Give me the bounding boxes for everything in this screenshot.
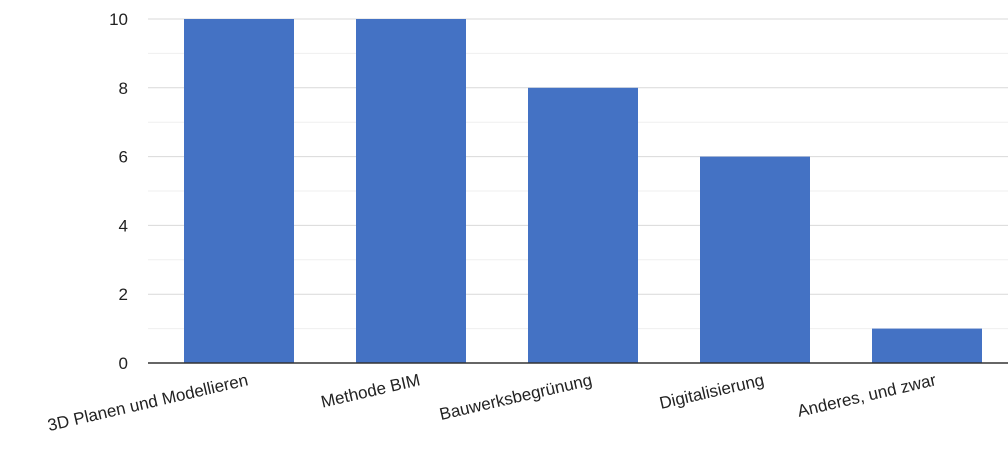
- bar: [872, 328, 982, 363]
- y-tick-labels: 0 2 4 6 8 10: [109, 10, 128, 373]
- x-tick-label: Methode BIM: [319, 370, 422, 411]
- x-tick-labels: 3D Planen und Modellieren Methode BIM Bauw…: [46, 370, 938, 435]
- bar: [700, 156, 810, 363]
- bar: [528, 87, 638, 364]
- y-tick-label: 10: [109, 10, 128, 29]
- x-tick-label: Bauwerksbegrünung: [438, 370, 594, 424]
- y-tick-label: 6: [119, 148, 128, 167]
- x-tick-label: 3D Planen und Modellieren: [46, 370, 250, 435]
- y-tick-label: 4: [119, 216, 128, 235]
- bar: [356, 19, 466, 363]
- y-tick-label: 2: [119, 285, 128, 304]
- x-tick-label: Anderes, und zwar: [796, 370, 939, 420]
- bars-layer: [184, 19, 982, 364]
- bar: [184, 19, 294, 363]
- y-tick-label: 0: [119, 354, 128, 373]
- y-tick-label: 8: [119, 79, 128, 98]
- x-tick-label: Digitalisierung: [658, 370, 766, 413]
